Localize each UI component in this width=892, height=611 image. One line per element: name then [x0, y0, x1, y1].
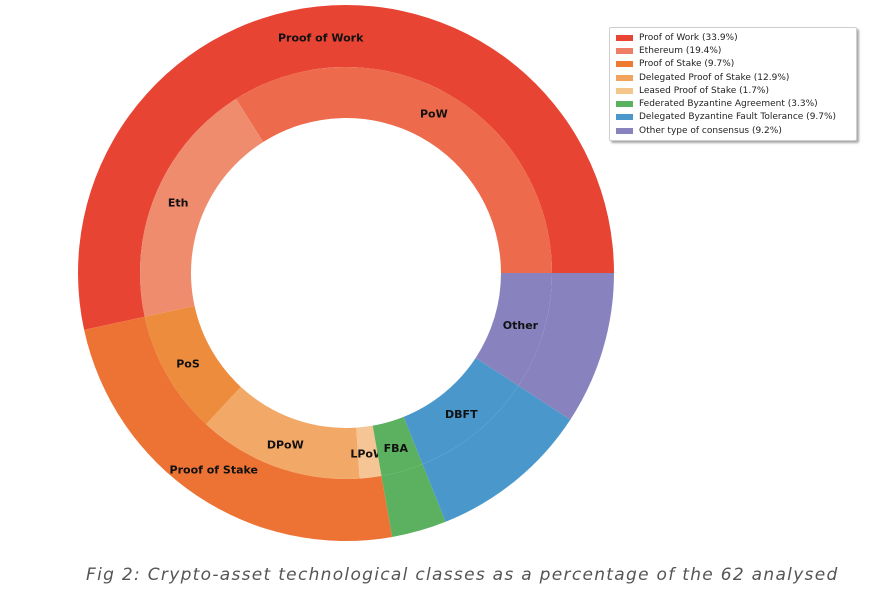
outer-label-1: Proof of Stake: [170, 464, 258, 477]
inner-wedge-7: [475, 273, 552, 386]
legend-swatch: [616, 74, 633, 81]
legend-label: Other type of consensus (9.2%): [639, 125, 782, 136]
legend-label: Delegated Proof of Stake (12.9%): [639, 72, 790, 83]
legend-swatch: [616, 61, 633, 68]
legend-item: Delegated Proof of Stake (12.9%): [616, 71, 850, 84]
legend-swatch: [616, 114, 633, 121]
inner-label-5: FBA: [384, 442, 409, 455]
legend-swatch: [616, 127, 633, 134]
legend-label: Leased Proof of Stake (1.7%): [639, 85, 769, 96]
legend-item: Ethereum (19.4%): [616, 44, 850, 57]
legend-label: Delegated Byzantine Fault Tolerance (9.7…: [639, 112, 837, 123]
legend-item: Federated Byzantine Agreement (3.3%): [616, 97, 850, 110]
inner-wedge-0: [235, 66, 552, 273]
outer-wedge-2: [381, 464, 446, 537]
legend-label: Federated Byzantine Agreement (3.3%): [639, 99, 818, 110]
inner-wedge-6: [403, 357, 519, 465]
inner-wedge-1: [139, 98, 264, 317]
legend-item: Other type of consensus (9.2%): [616, 124, 850, 137]
outer-wedge-3: [422, 385, 571, 522]
inner-label-1: Eth: [168, 197, 189, 210]
legend-swatch: [616, 34, 633, 41]
inner-wedge-3: [206, 386, 360, 479]
inner-label-2: PoS: [176, 357, 200, 370]
inner-label-4: LPoW: [350, 448, 385, 461]
legend-label: Proof of Stake (9.7%): [639, 59, 735, 70]
inner-label-3: DPoW: [267, 439, 304, 452]
inner-wedge-2: [144, 305, 241, 425]
outer-label-0: Proof of Work: [278, 31, 364, 44]
inner-wedge-5: [372, 416, 423, 476]
inner-label-6: DBFT: [445, 408, 478, 421]
inner-label-0: PoW: [420, 108, 448, 121]
legend-item: Delegated Byzantine Fault Tolerance (9.7…: [616, 111, 850, 124]
outer-wedge-0: [77, 4, 614, 330]
inner-label-7: Other: [503, 319, 539, 332]
legend-item: Proof of Stake (9.7%): [616, 58, 850, 71]
donut-chart: Proof of Work Proof of Stake PoW Eth PoS DPoW…: [77, 4, 614, 541]
figure-caption: Fig 2: Crypto-asset technological classe…: [86, 565, 839, 585]
outer-wedge-1: [84, 316, 393, 541]
legend-item: Proof of Work (33.9%): [616, 31, 850, 44]
legend-label: Ethereum (19.4%): [639, 45, 722, 56]
legend-swatch: [616, 47, 633, 54]
chart-legend: Proof of Work (33.9%) Ethereum (19.4%) Pro…: [609, 27, 857, 141]
legend-swatch: [616, 87, 633, 94]
outer-wedge-4: [518, 273, 614, 420]
legend-swatch: [616, 101, 633, 108]
legend-label: Proof of Work (33.9%): [639, 32, 738, 43]
legend-item: Leased Proof of Stake (1.7%): [616, 84, 850, 97]
inner-wedge-4: [356, 425, 382, 479]
